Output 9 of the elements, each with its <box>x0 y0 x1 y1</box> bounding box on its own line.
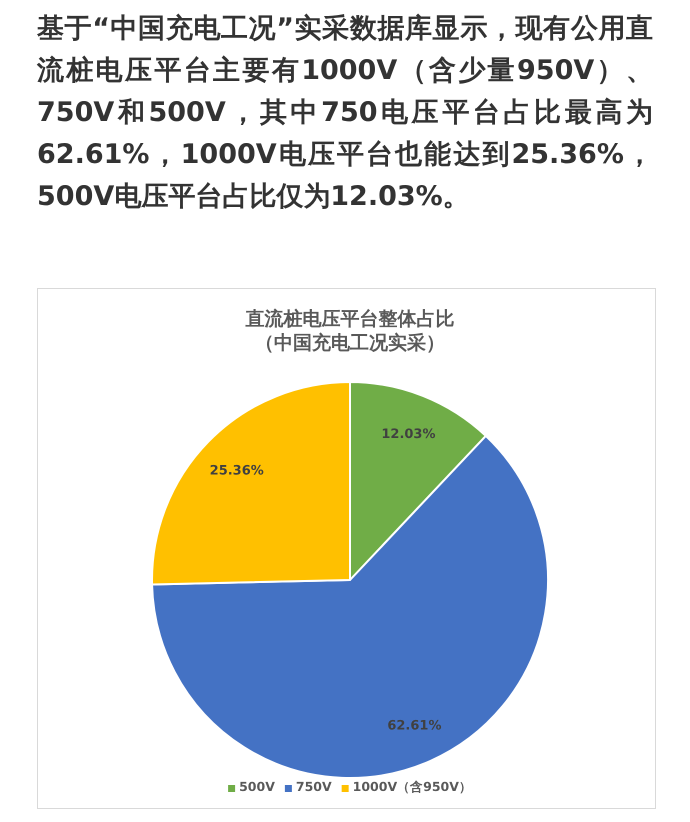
data-label: 62.61% <box>387 718 442 734</box>
text: 基于“中国充电工况”实采数据库显示，现有公用直流桩电压平台主要有1000V（含少量950V）、750V和500V，其中750电压平台占比最高为62.61%，1000V电压平台也能达到25.36%，500V电压平台占比仅为12.03%。 <box>37 12 653 214</box>
legend-label: 750V <box>296 779 332 794</box>
chart-title: 直流桩电压平台整体占比 <box>244 308 454 330</box>
data-label: 25.36% <box>210 463 264 478</box>
chart-subtitle: （中国充电工况实采） <box>255 332 445 354</box>
data-label: 12.03% <box>381 426 436 442</box>
legend-label: 1000V（含950V） <box>352 779 472 794</box>
legend-label: 500V <box>239 779 276 794</box>
